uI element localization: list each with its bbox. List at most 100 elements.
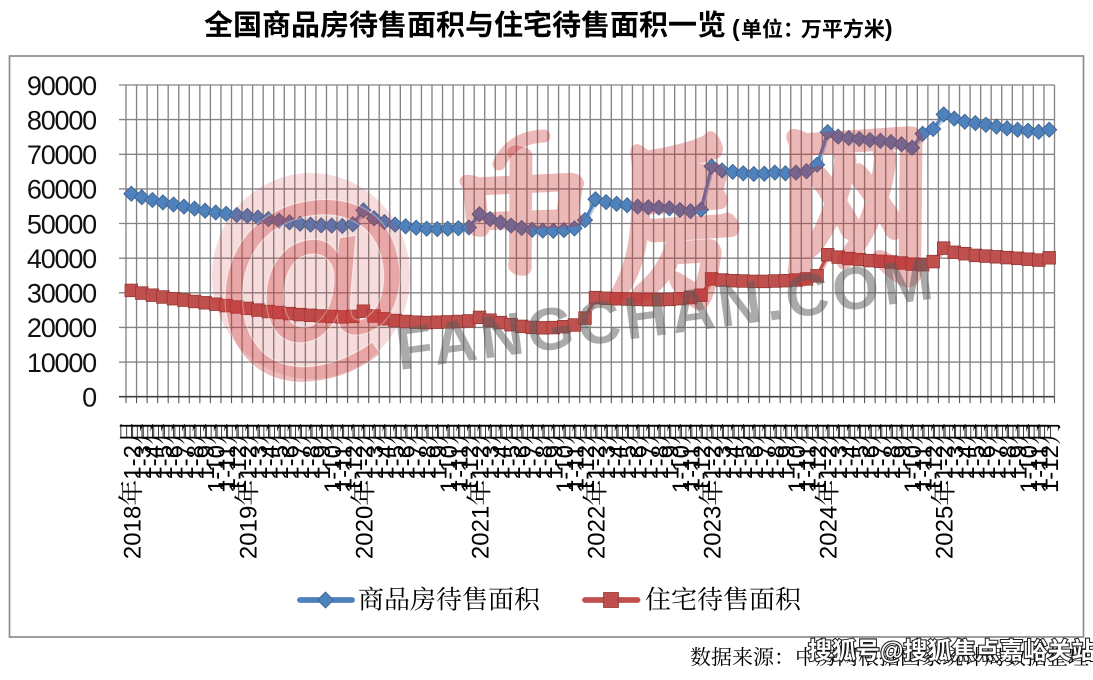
svg-text:1-6: 1-6 [394,445,421,480]
svg-text:1-9: 1-9 [541,445,568,480]
svg-text:2024: 2024 [816,506,843,559]
svg-text:80000: 80000 [27,105,96,135]
svg-text:1-2: 1-2 [467,445,494,480]
svg-text:1-10: 1-10 [1016,445,1043,493]
svg-text:1-8: 1-8 [879,445,906,480]
svg-text:1-7: 1-7 [404,445,431,480]
svg-text:1-8: 1-8 [647,445,674,480]
svg-text:1-4: 1-4 [721,445,748,480]
svg-text:1-8: 1-8 [763,445,790,480]
svg-text:1-2: 1-2 [235,445,262,480]
svg-text:1-5: 1-5 [267,445,294,480]
svg-text:1-3: 1-3 [478,445,505,480]
svg-text:1-7: 1-7 [520,445,547,480]
svg-text:1-4: 1-4 [256,445,283,480]
svg-text:1-2: 1-2 [584,445,611,480]
svg-text:1-2: 1-2 [816,445,843,480]
svg-text:1-12: 1-12 [1037,445,1064,493]
svg-text:1-7: 1-7 [172,445,199,480]
svg-text:1-9: 1-9 [657,445,684,480]
svg-text:0: 0 [82,383,96,413]
svg-text:1-10: 1-10 [204,445,231,493]
svg-text:1-11: 1-11 [330,445,357,491]
svg-text:1-5: 1-5 [615,445,642,480]
svg-text:): ) [885,15,893,41]
svg-text:2025: 2025 [932,506,959,559]
svg-text:1-4: 1-4 [837,445,864,480]
svg-text:1-9: 1-9 [890,445,917,480]
svg-text:1-10: 1-10 [320,445,347,493]
svg-text:1-2: 1-2 [119,445,146,480]
svg-text:2022: 2022 [584,506,611,559]
svg-text:1-4: 1-4 [605,445,632,480]
svg-text:1-4: 1-4 [373,445,400,480]
svg-text:1-3: 1-3 [246,445,273,480]
svg-text:1-4: 1-4 [489,445,516,480]
svg-text:1-9: 1-9 [773,445,800,480]
svg-text:1-6: 1-6 [626,445,653,480]
svg-text:40000: 40000 [27,244,96,274]
svg-text:1-6: 1-6 [974,445,1001,480]
svg-text:1-2: 1-2 [351,445,378,480]
svg-text:1-7: 1-7 [288,445,315,480]
svg-text:1-11: 1-11 [562,445,589,491]
svg-text:1-11: 1-11 [911,445,938,491]
svg-text:1-5: 1-5 [151,445,178,480]
svg-text:1-3: 1-3 [594,445,621,480]
svg-text:2018: 2018 [119,506,146,559]
svg-text:1-3: 1-3 [942,445,969,480]
svg-text:1-5: 1-5 [963,445,990,480]
svg-text:10000: 10000 [27,348,96,378]
svg-text:1-8: 1-8 [299,445,326,480]
svg-text:1-3: 1-3 [362,445,389,480]
svg-text:1-11: 1-11 [1027,445,1054,491]
svg-text:1-11: 1-11 [678,445,705,491]
svg-text:1-2: 1-2 [700,445,727,480]
svg-text:1-6: 1-6 [510,445,537,480]
svg-text:1-10: 1-10 [668,445,695,493]
svg-text:1-7: 1-7 [752,445,779,480]
svg-text:1-5: 1-5 [499,445,526,480]
svg-text:2023: 2023 [700,506,727,559]
svg-text:@: @ [196,149,427,405]
svg-text:(: ( [732,15,740,41]
svg-text:1-11: 1-11 [795,445,822,491]
svg-text:30000: 30000 [27,279,96,309]
svg-text:1-3: 1-3 [710,445,737,480]
svg-text:1-8: 1-8 [531,445,558,480]
svg-text:1-4: 1-4 [953,445,980,480]
svg-text:2020: 2020 [351,506,378,559]
svg-text:1-9: 1-9 [1006,445,1033,480]
svg-text:1-5: 1-5 [731,445,758,480]
svg-text:1-7: 1-7 [868,445,895,480]
svg-text:50000: 50000 [27,209,96,239]
svg-text:@: @ [880,638,903,665]
svg-text:1-4: 1-4 [140,445,167,480]
svg-text:1-9: 1-9 [425,445,452,480]
svg-text:1-11: 1-11 [446,445,473,491]
svg-text:1-6: 1-6 [858,445,885,480]
svg-text:1-9: 1-9 [309,445,336,480]
svg-text:1-11: 1-11 [214,445,241,491]
svg-text:1-9: 1-9 [193,445,220,480]
svg-text:2021: 2021 [467,506,494,559]
svg-text:1-7: 1-7 [636,445,663,480]
svg-text:1-10: 1-10 [900,445,927,493]
svg-text:1-5: 1-5 [383,445,410,480]
svg-text:1-7: 1-7 [984,445,1011,480]
svg-text:1-3: 1-3 [130,445,157,480]
svg-text:1-10: 1-10 [436,445,463,493]
svg-text:1-6: 1-6 [742,445,769,480]
svg-text:20000: 20000 [27,313,96,343]
svg-text:1-2: 1-2 [932,445,959,480]
svg-text:1-3: 1-3 [826,445,853,480]
svg-text:1-6: 1-6 [278,445,305,480]
svg-text:1-5: 1-5 [847,445,874,480]
svg-text:90000: 90000 [27,71,96,101]
svg-text:1-6: 1-6 [161,445,188,480]
svg-text:60000: 60000 [27,175,96,205]
svg-text:1-8: 1-8 [995,445,1022,480]
svg-text:2019: 2019 [235,506,262,559]
svg-text:1-8: 1-8 [183,445,210,480]
svg-text:1-10: 1-10 [784,445,811,493]
